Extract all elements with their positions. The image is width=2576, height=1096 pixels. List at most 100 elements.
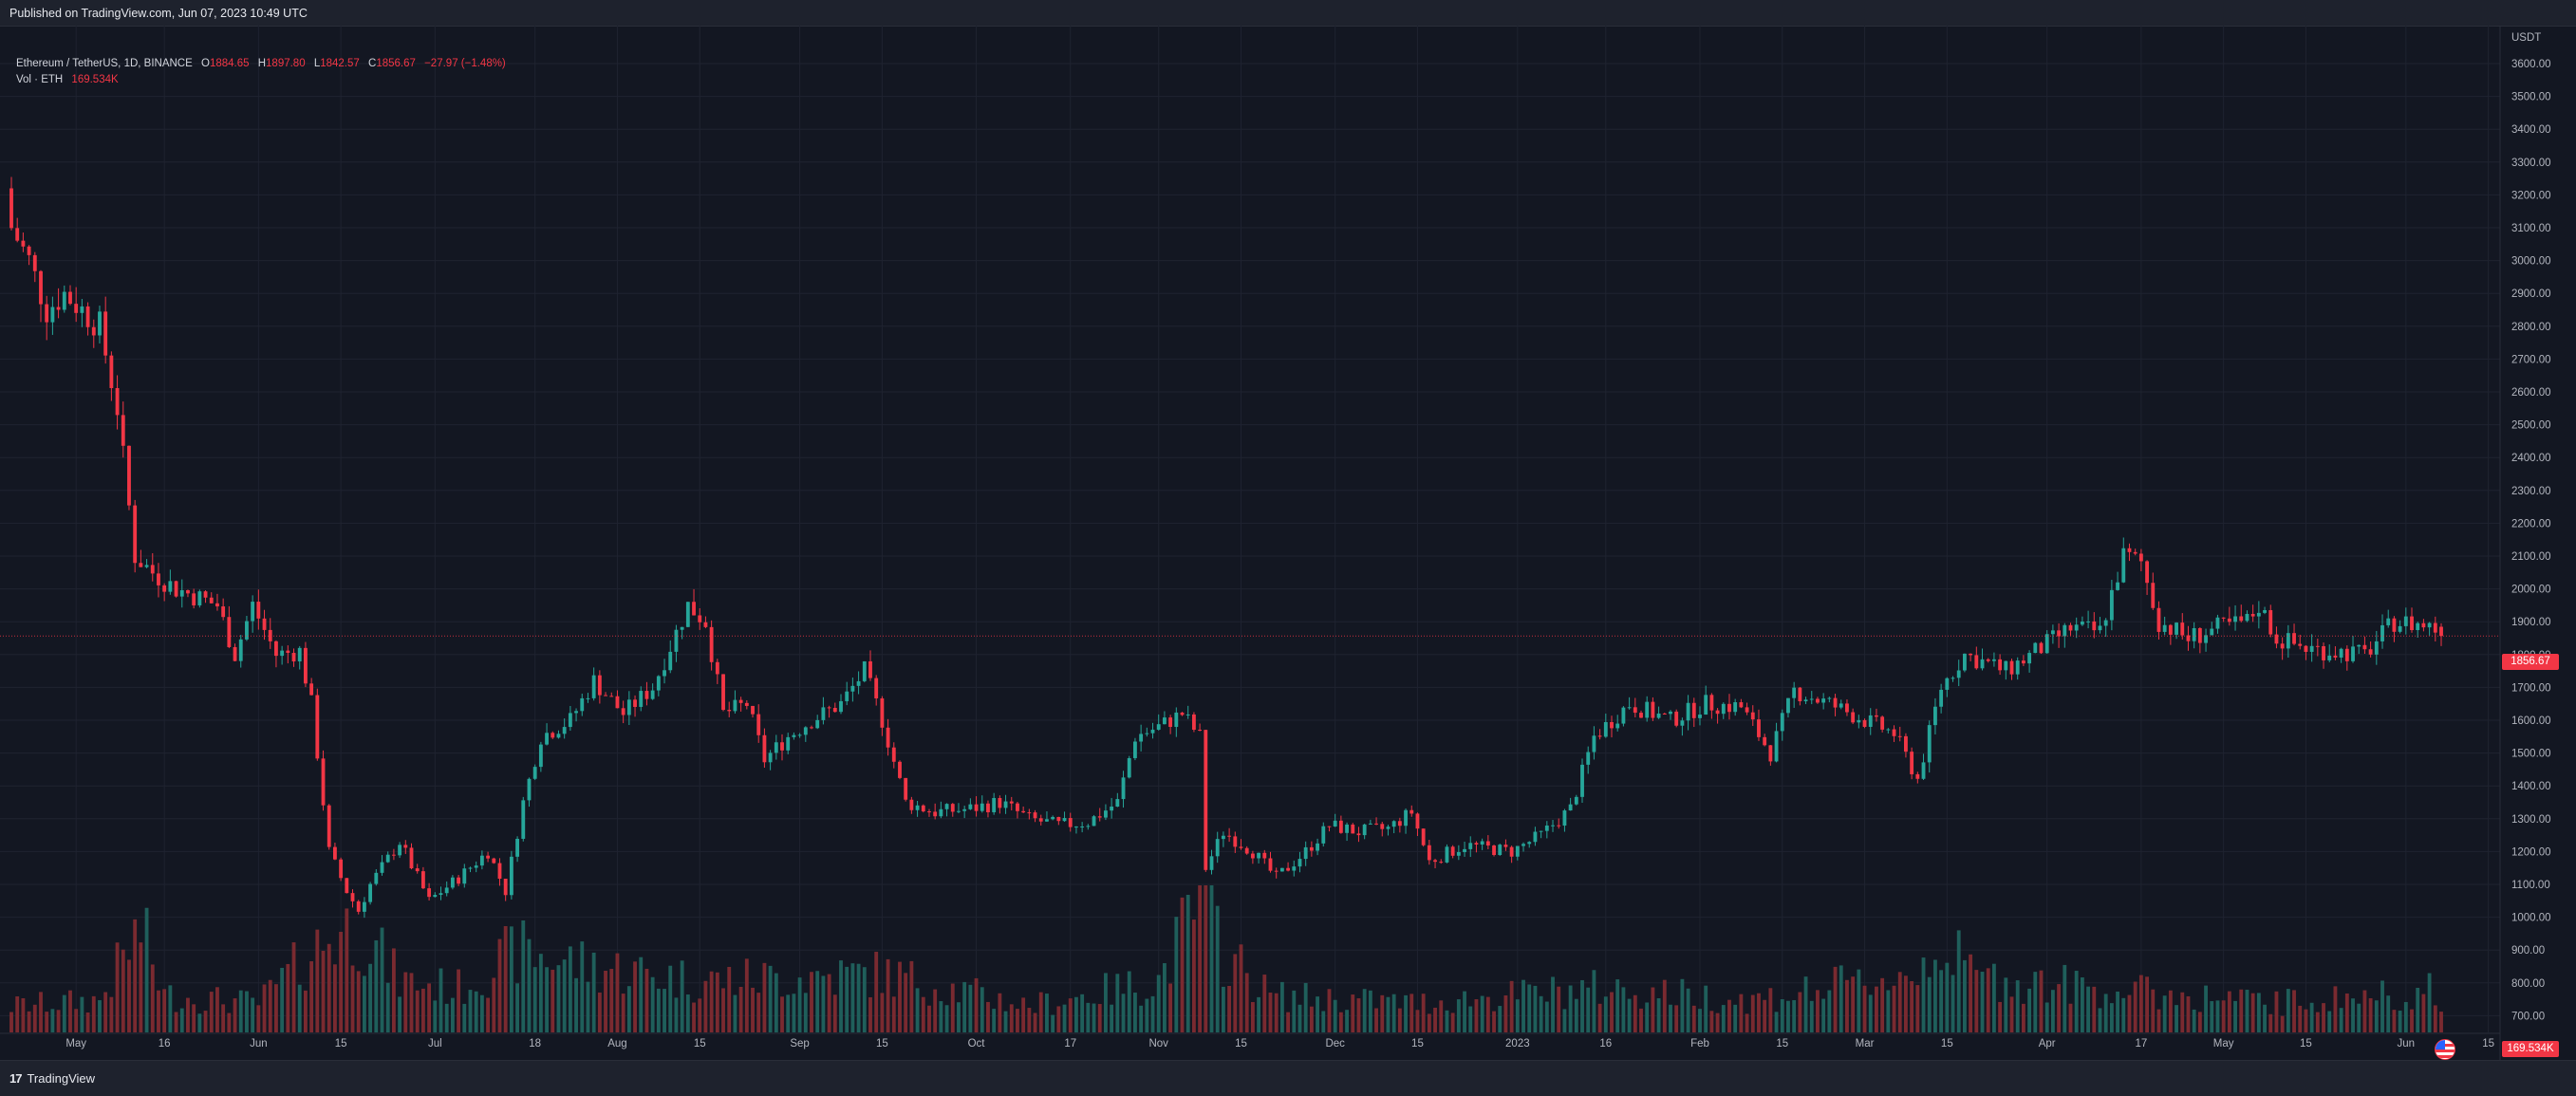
candle-body[interactable]	[786, 736, 791, 751]
candle-body[interactable]	[1621, 707, 1626, 724]
candle-body[interactable]	[1816, 698, 1820, 703]
candle-body[interactable]	[1180, 712, 1185, 715]
candle-body[interactable]	[1062, 818, 1067, 822]
candle-body[interactable]	[2403, 616, 2408, 626]
candle-body[interactable]	[2357, 644, 2361, 647]
candle-body[interactable]	[751, 705, 755, 715]
candle-body[interactable]	[562, 727, 567, 734]
candle-body[interactable]	[1786, 697, 1790, 714]
candle-body[interactable]	[215, 603, 219, 607]
candle-body[interactable]	[644, 691, 649, 699]
candle-body[interactable]	[1939, 689, 1944, 707]
candle-body[interactable]	[639, 691, 644, 707]
candle-body[interactable]	[2068, 624, 2073, 631]
candle-body[interactable]	[1562, 810, 1567, 827]
candle-body[interactable]	[1033, 812, 1037, 819]
candle-body[interactable]	[674, 629, 679, 652]
price-axis-label[interactable]: 1700.00	[2511, 682, 2551, 694]
candle-body[interactable]	[509, 856, 513, 896]
candle-body[interactable]	[2180, 622, 2185, 636]
candle-body[interactable]	[403, 845, 408, 848]
candle-body[interactable]	[444, 887, 449, 894]
candle-body[interactable]	[374, 872, 379, 884]
candle-body[interactable]	[1162, 717, 1167, 725]
candle-body[interactable]	[1009, 801, 1014, 804]
candle-body[interactable]	[957, 810, 961, 812]
candle-body[interactable]	[1645, 701, 1650, 718]
candle-body[interactable]	[2227, 618, 2231, 622]
candle-body[interactable]	[162, 585, 167, 592]
price-axis-label[interactable]: 1200.00	[2511, 846, 2551, 858]
candle-body[interactable]	[1463, 848, 1466, 852]
candle-body[interactable]	[2392, 618, 2397, 632]
candle-body[interactable]	[85, 306, 90, 327]
candle-body[interactable]	[950, 804, 955, 812]
candle-body[interactable]	[15, 228, 20, 241]
candle-body[interactable]	[680, 626, 684, 630]
candle-body[interactable]	[280, 650, 285, 657]
candle-body[interactable]	[1345, 824, 1349, 833]
candle-body[interactable]	[2298, 643, 2303, 646]
price-axis-label[interactable]: 1500.00	[2511, 749, 2551, 760]
candle-body[interactable]	[168, 581, 173, 592]
candle-body[interactable]	[656, 676, 661, 691]
candle-body[interactable]	[380, 862, 384, 873]
candle-body[interactable]	[962, 808, 967, 811]
candle-body[interactable]	[2109, 589, 2114, 621]
candle-body[interactable]	[492, 858, 496, 864]
price-axis-label[interactable]: 1600.00	[2511, 715, 2551, 727]
candle-body[interactable]	[1456, 851, 1461, 856]
candle-body[interactable]	[2286, 633, 2290, 649]
candle-body[interactable]	[2327, 655, 2332, 660]
candle-body[interactable]	[733, 699, 737, 712]
candle-body[interactable]	[1921, 762, 1926, 779]
candle-body[interactable]	[2263, 610, 2267, 613]
candle-body[interactable]	[2063, 624, 2067, 637]
candle-body[interactable]	[262, 618, 267, 630]
time-axis-label[interactable]: 16	[1599, 1038, 1612, 1050]
candle-body[interactable]	[121, 415, 125, 446]
candle-body[interactable]	[1445, 846, 1449, 863]
candle-body[interactable]	[668, 651, 673, 671]
price-axis-label[interactable]: 1400.00	[2511, 781, 2551, 792]
candle-body[interactable]	[2315, 645, 2320, 647]
time-axis-label[interactable]: Nov	[1148, 1038, 1168, 1050]
candle-body[interactable]	[633, 699, 637, 707]
candle-body[interactable]	[980, 803, 984, 811]
candle-body[interactable]	[2368, 649, 2373, 655]
price-axis-label[interactable]: 2800.00	[2511, 322, 2551, 333]
candle-body[interactable]	[1851, 712, 1856, 723]
candle-body[interactable]	[1515, 845, 1520, 857]
candle-body[interactable]	[1892, 729, 1896, 736]
candle-body[interactable]	[850, 685, 855, 692]
candle-body[interactable]	[1480, 841, 1484, 845]
candle-body[interactable]	[1333, 820, 1337, 827]
candle-body[interactable]	[2333, 655, 2338, 658]
candle-body[interactable]	[2121, 548, 2126, 583]
candle-body[interactable]	[1239, 846, 1243, 848]
candle-body[interactable]	[1904, 735, 1908, 752]
candle-body[interactable]	[486, 855, 491, 859]
candle-body[interactable]	[103, 311, 108, 356]
candle-body[interactable]	[715, 661, 719, 675]
candle-body[interactable]	[356, 901, 361, 912]
price-axis-label[interactable]: 2300.00	[2511, 486, 2551, 497]
candle-body[interactable]	[2151, 583, 2156, 608]
candle-body[interactable]	[327, 805, 331, 847]
candle-body[interactable]	[1168, 717, 1173, 728]
candle-body[interactable]	[1198, 730, 1203, 732]
candle-body[interactable]	[880, 697, 885, 728]
candle-body[interactable]	[2374, 641, 2379, 655]
time-axis-label[interactable]: 15	[2482, 1038, 2494, 1050]
candle-body[interactable]	[2092, 621, 2097, 631]
candle-body[interactable]	[256, 602, 261, 619]
candle-body[interactable]	[2204, 635, 2208, 643]
candle-body[interactable]	[1274, 870, 1279, 872]
candle-body[interactable]	[1592, 735, 1596, 752]
candle-body[interactable]	[703, 622, 708, 627]
candle-body[interactable]	[527, 778, 532, 801]
candle-body[interactable]	[2250, 613, 2255, 617]
candle-body[interactable]	[1427, 845, 1431, 861]
candle-body[interactable]	[2186, 635, 2191, 641]
candle-body[interactable]	[1945, 678, 1950, 690]
